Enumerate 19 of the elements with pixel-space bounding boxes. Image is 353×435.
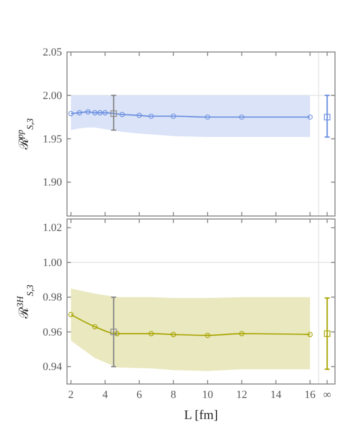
- x-tick-label: 8: [170, 388, 177, 401]
- x-tick-label: ∞: [323, 388, 332, 401]
- y-tick-label: 2.05: [42, 46, 62, 59]
- y-tick-label: 1.95: [42, 133, 62, 146]
- y-tick-label: 0.96: [42, 326, 62, 338]
- y-tick-label: 1.02: [42, 222, 62, 234]
- x-tick-label: 16: [304, 388, 316, 401]
- y-tick-label: 1.90: [42, 176, 62, 189]
- x-tick-label: 10: [202, 388, 214, 401]
- y-tick-label: 0.98: [42, 292, 62, 304]
- y-tick-label: 1.00: [42, 256, 62, 269]
- x-tick-label: 4: [102, 388, 108, 401]
- y-tick-label: 2.00: [42, 90, 62, 102]
- x-axis-title: L [fm]: [184, 407, 218, 422]
- y-tick-label: 0.94: [42, 361, 62, 374]
- x-tick-label: 6: [136, 388, 142, 401]
- x-tick-label: 12: [236, 388, 248, 401]
- x-tick-label: 2: [68, 388, 74, 401]
- x-tick-label: 14: [270, 388, 282, 401]
